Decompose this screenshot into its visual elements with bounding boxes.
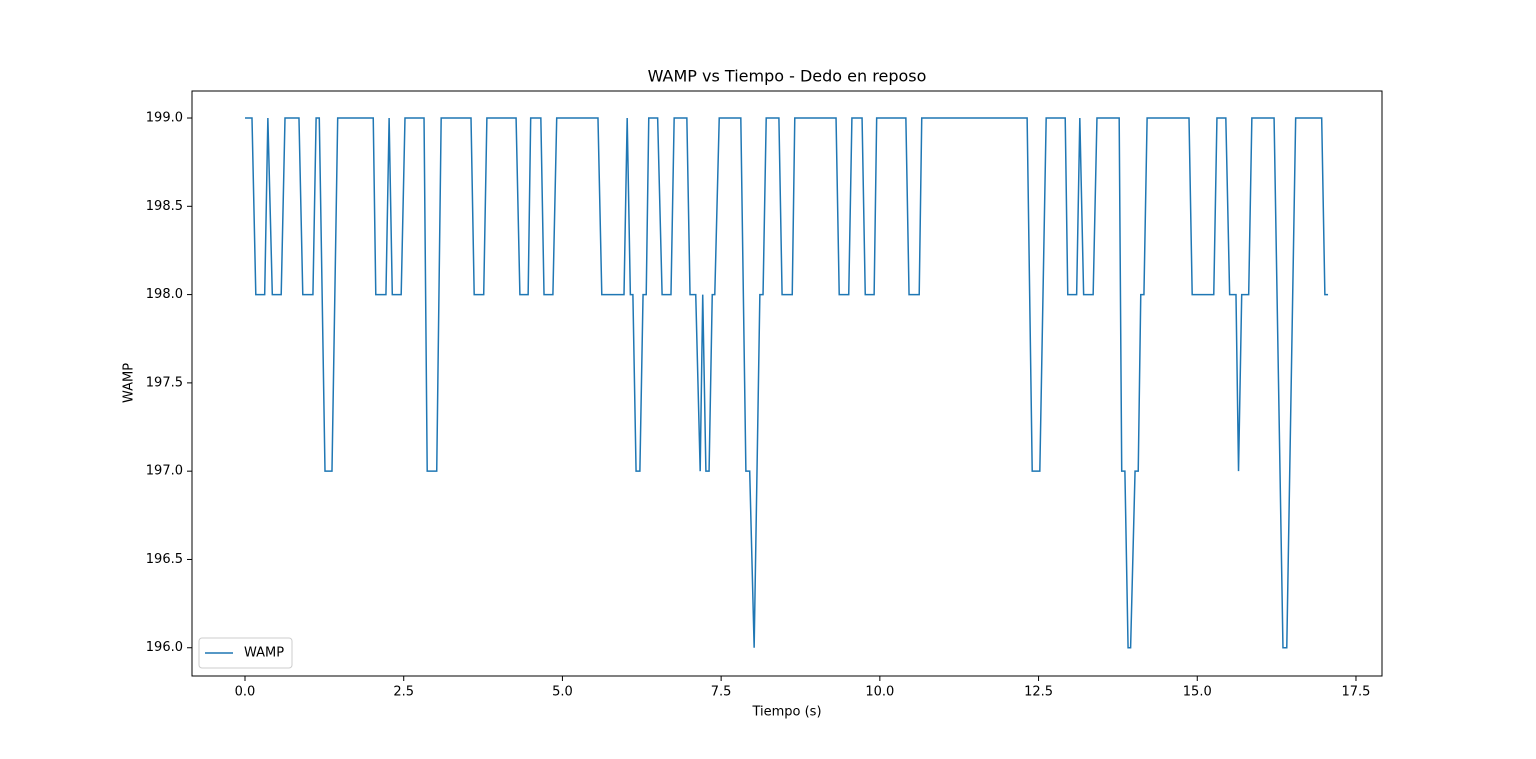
x-tick-label: 17.5 bbox=[1341, 685, 1370, 700]
x-axis-label: Tiempo (s) bbox=[751, 705, 821, 720]
y-tick-label: 198.0 bbox=[146, 287, 183, 302]
y-tick-label: 196.0 bbox=[146, 640, 183, 655]
y-tick-label: 197.0 bbox=[146, 464, 183, 479]
plot-frame bbox=[191, 90, 1383, 677]
x-tick-label: 12.5 bbox=[1024, 685, 1053, 700]
x-tick-label: 2.5 bbox=[393, 685, 414, 700]
y-tick-label: 199.0 bbox=[146, 111, 183, 126]
data-line bbox=[245, 117, 1329, 649]
legend-box bbox=[198, 637, 293, 669]
y-tick-label: 198.5 bbox=[146, 199, 183, 214]
y-tick-label: 196.5 bbox=[146, 552, 183, 567]
x-tick-label: 15.0 bbox=[1183, 685, 1212, 700]
chart-title: WAMP vs Tiempo - Dedo en reposo bbox=[648, 67, 927, 86]
y-axis-label: WAMP bbox=[122, 363, 137, 403]
x-tick-label: 10.0 bbox=[865, 685, 894, 700]
x-tick-label: 7.5 bbox=[711, 685, 732, 700]
legend-label: WAMP bbox=[244, 646, 284, 661]
x-tick-label: 5.0 bbox=[552, 685, 573, 700]
x-tick-label: 0.0 bbox=[235, 685, 256, 700]
y-tick-label: 197.5 bbox=[146, 375, 183, 390]
